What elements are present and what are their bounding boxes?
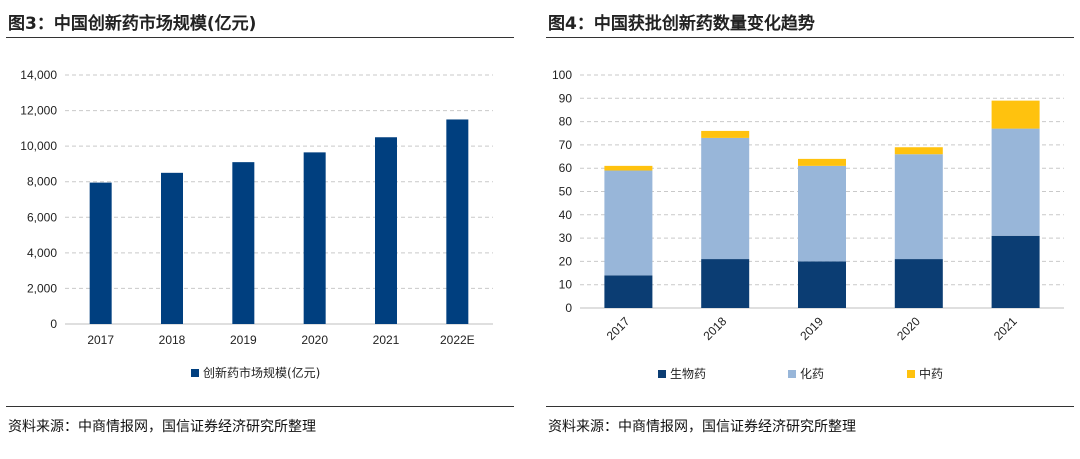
source-rule xyxy=(546,406,1074,407)
bar xyxy=(446,119,469,324)
legend-label: 中药 xyxy=(919,366,943,381)
y-tick-label: 80 xyxy=(559,115,573,129)
bar xyxy=(89,182,112,324)
legend-swatch xyxy=(191,369,199,377)
bar xyxy=(604,165,653,171)
y-tick-label: 40 xyxy=(559,208,573,222)
x-tick-label: 2021 xyxy=(991,314,1020,343)
y-tick-label: 30 xyxy=(559,231,573,245)
source-rule xyxy=(6,406,514,407)
y-tick-label: 10 xyxy=(559,278,573,292)
y-tick-label: 20 xyxy=(559,254,573,268)
y-tick-label: 2,000 xyxy=(27,281,57,295)
bar xyxy=(161,172,183,324)
y-tick-label: 14,000 xyxy=(20,68,57,82)
y-tick-label: 70 xyxy=(559,138,573,152)
legend-swatch xyxy=(907,370,915,378)
x-tick-label: 2022E xyxy=(440,333,475,347)
y-tick-label: 100 xyxy=(552,68,572,82)
x-tick-label: 2018 xyxy=(159,333,186,347)
y-tick-label: 50 xyxy=(559,185,573,199)
bar xyxy=(991,100,1040,129)
y-tick-label: 6,000 xyxy=(27,210,57,224)
x-tick-label: 2019 xyxy=(797,314,826,343)
x-tick-label: 2017 xyxy=(87,333,114,347)
figure-3-title: 图3：中国创新药市场规模(亿元) xyxy=(8,14,257,34)
figure-4-source: 资料来源：中商情报网，国信证券经济研究所整理 xyxy=(548,419,856,435)
bar xyxy=(798,165,846,262)
y-tick-label: 10,000 xyxy=(20,139,57,153)
figure-3-panel: 图3：中国创新药市场规模(亿元) 0 2,000 4,000 6,000 8,000 10… xyxy=(0,0,520,459)
x-tick-label: 2017 xyxy=(604,314,633,343)
y-tick-label: 0 xyxy=(565,301,572,315)
bar xyxy=(894,154,943,260)
title-rule xyxy=(6,37,514,38)
bar xyxy=(701,130,750,138)
y-tick-label: 8,000 xyxy=(27,175,57,189)
x-tick-label: 2020 xyxy=(894,314,923,343)
bar xyxy=(991,128,1040,236)
legend-label: 生物药 xyxy=(670,367,706,381)
legend-label: 化药 xyxy=(800,367,824,381)
legend-label: 创新药市场规模(亿元) xyxy=(203,365,320,380)
x-tick-label: 2019 xyxy=(230,333,257,347)
title-rule xyxy=(546,37,1074,38)
bar xyxy=(701,259,750,308)
y-tick-label: 60 xyxy=(559,161,573,175)
bar xyxy=(375,137,397,324)
y-tick-label: 12,000 xyxy=(20,104,57,118)
bar xyxy=(991,235,1040,308)
y-tick-label: 4,000 xyxy=(27,246,57,260)
legend-swatch xyxy=(788,370,796,378)
bar xyxy=(798,261,846,308)
bar xyxy=(604,275,653,308)
x-tick-label: 2018 xyxy=(701,314,730,343)
figure-4-title: 图4：中国获批创新药数量变化趋势 xyxy=(548,14,815,34)
bar xyxy=(894,259,943,308)
y-tick-label: 90 xyxy=(559,91,573,105)
figure-4-panel: 图4：中国获批创新药数量变化趋势 0 10 20 30 40 50 60 70 80 90 100 2… xyxy=(540,0,1080,459)
market-size-chart: 0 2,000 4,000 6,000 8,000 10,000 12,000 14,000 2… xyxy=(20,68,493,380)
bar xyxy=(894,147,943,155)
bar xyxy=(303,152,326,324)
legend-swatch xyxy=(658,370,666,378)
approvals-chart: 0 10 20 30 40 50 60 70 80 90 100 2017 2018 2019 2020 20… xyxy=(552,68,1064,381)
x-tick-label: 2020 xyxy=(301,333,328,347)
bar xyxy=(604,170,653,276)
y-tick-label: 0 xyxy=(50,317,57,331)
figure-3-source: 资料来源：中商情报网，国信证券经济研究所整理 xyxy=(8,419,316,435)
bar xyxy=(232,162,255,324)
bar xyxy=(798,158,846,166)
x-tick-label: 2021 xyxy=(373,333,400,347)
bar xyxy=(701,137,750,260)
